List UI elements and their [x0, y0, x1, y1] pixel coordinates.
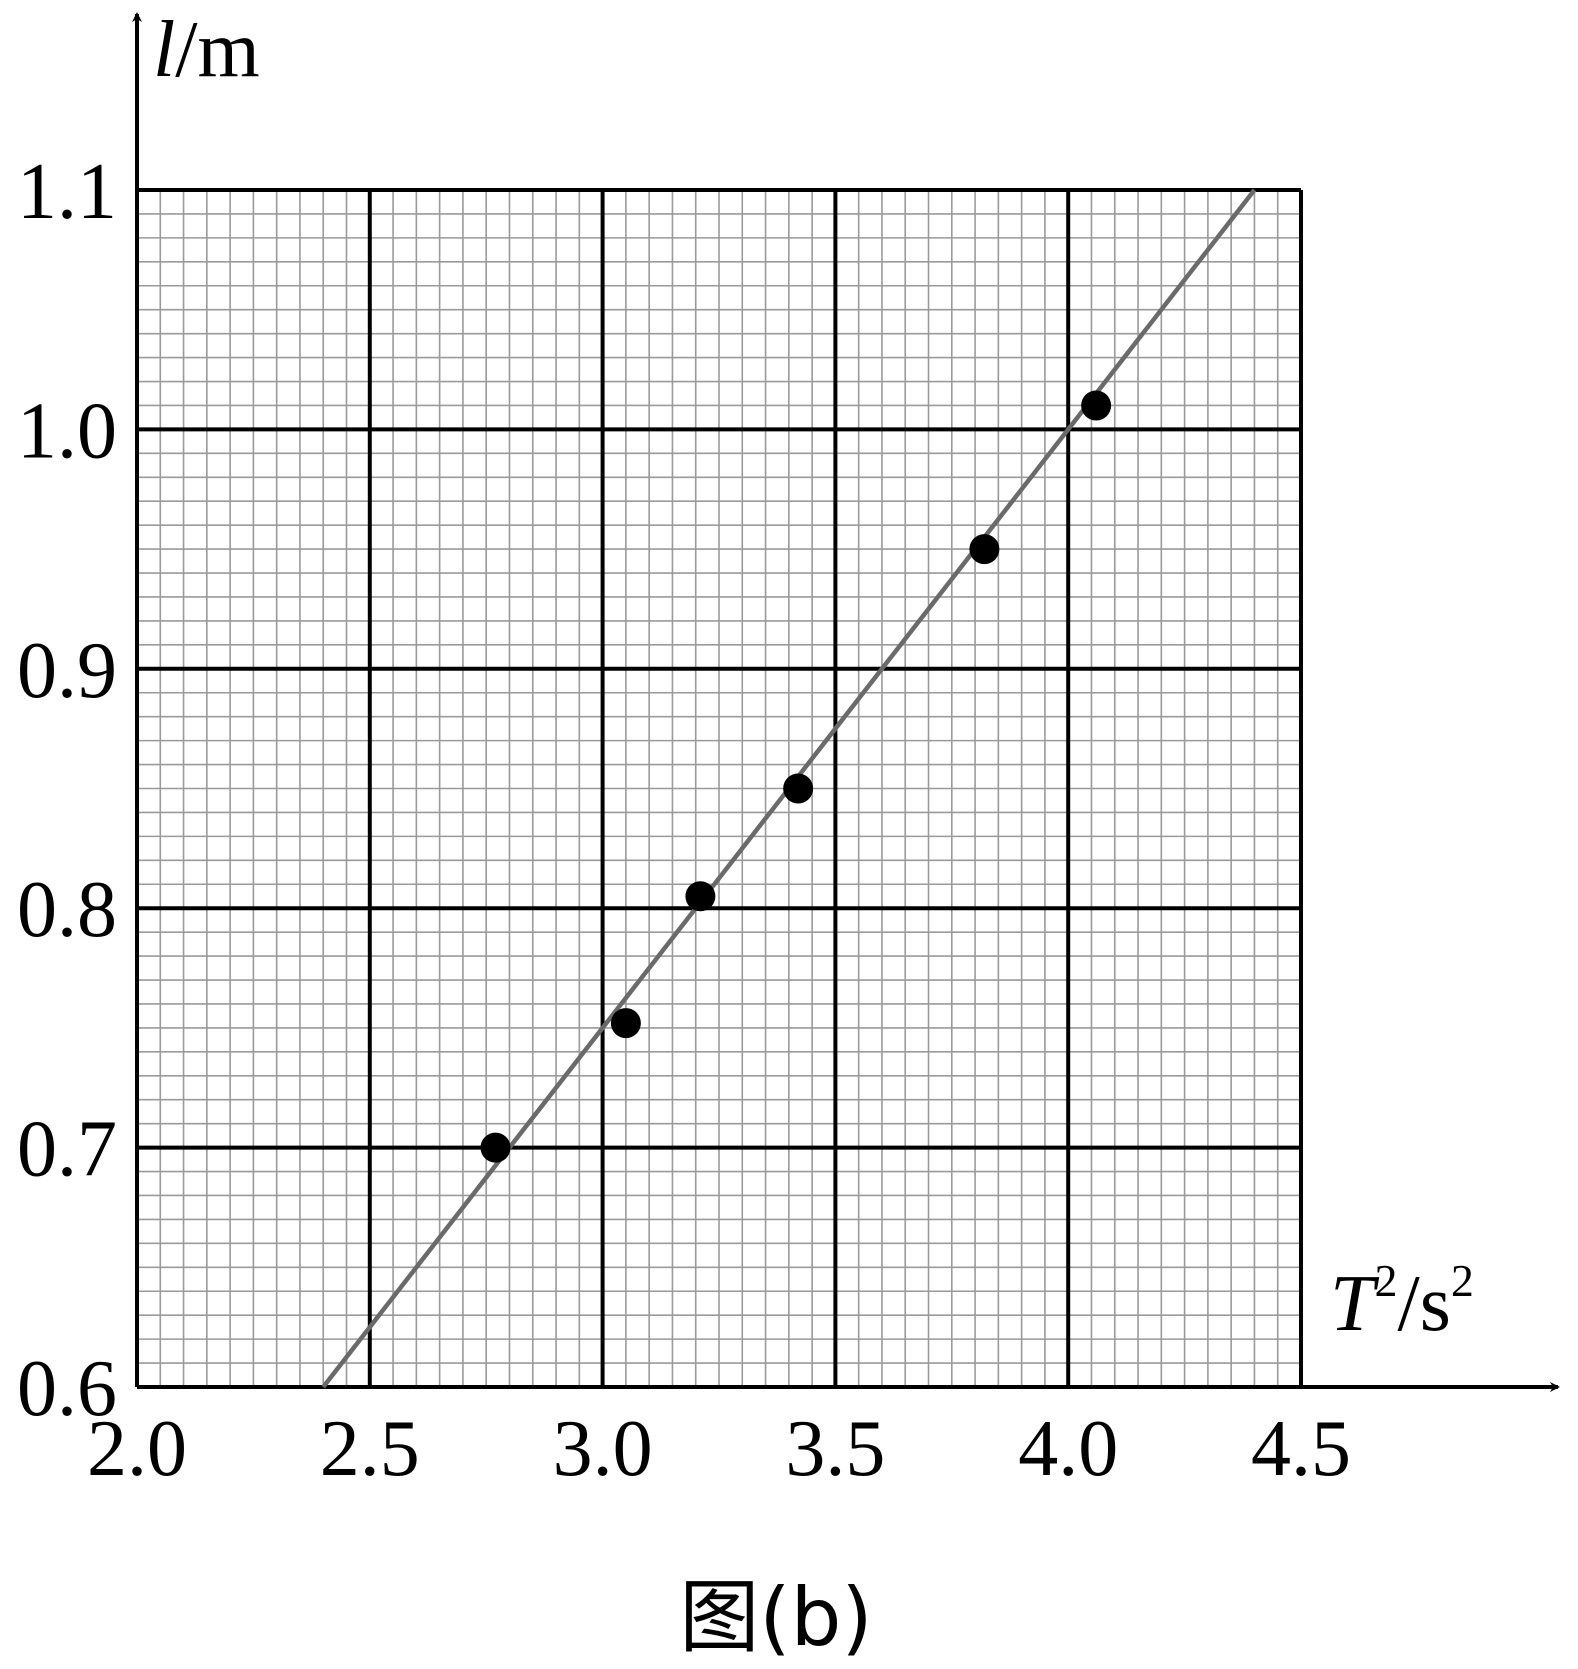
x-tick-label: 2.5 — [320, 1405, 420, 1493]
x-tick-label: 2.0 — [87, 1405, 187, 1493]
y-tick-label: 0.7 — [17, 1106, 117, 1194]
data-point — [1081, 390, 1112, 421]
x-axis-label: T2/s2 — [1330, 1255, 1474, 1348]
data-point — [480, 1132, 511, 1163]
x-tick-labels: 2.0 2.5 3.0 3.5 4.0 4.5 — [87, 1405, 1351, 1493]
figure-caption: 图(b) — [679, 1571, 872, 1664]
data-point — [969, 534, 1000, 565]
y-tick-labels: 0.6 0.7 0.8 0.9 1.0 1.1 — [17, 148, 117, 1433]
data-point — [685, 881, 716, 912]
minor-grid — [137, 190, 1301, 1387]
y-tick-label: 1.0 — [17, 387, 117, 475]
data-points — [480, 390, 1112, 1163]
x-tick-label: 4.5 — [1251, 1405, 1351, 1493]
x-tick-label: 4.0 — [1018, 1405, 1118, 1493]
y-tick-label: 0.9 — [17, 627, 117, 715]
data-point — [783, 773, 814, 804]
x-tick-label: 3.5 — [785, 1405, 885, 1493]
data-point — [610, 1008, 641, 1039]
y-tick-label: 0.6 — [17, 1345, 117, 1433]
y-axis-label: l/m — [153, 6, 260, 94]
x-tick-label: 3.0 — [553, 1405, 653, 1493]
y-tick-label: 1.1 — [17, 148, 117, 236]
y-tick-label: 0.8 — [17, 866, 117, 954]
axes — [132, 12, 1560, 1392]
